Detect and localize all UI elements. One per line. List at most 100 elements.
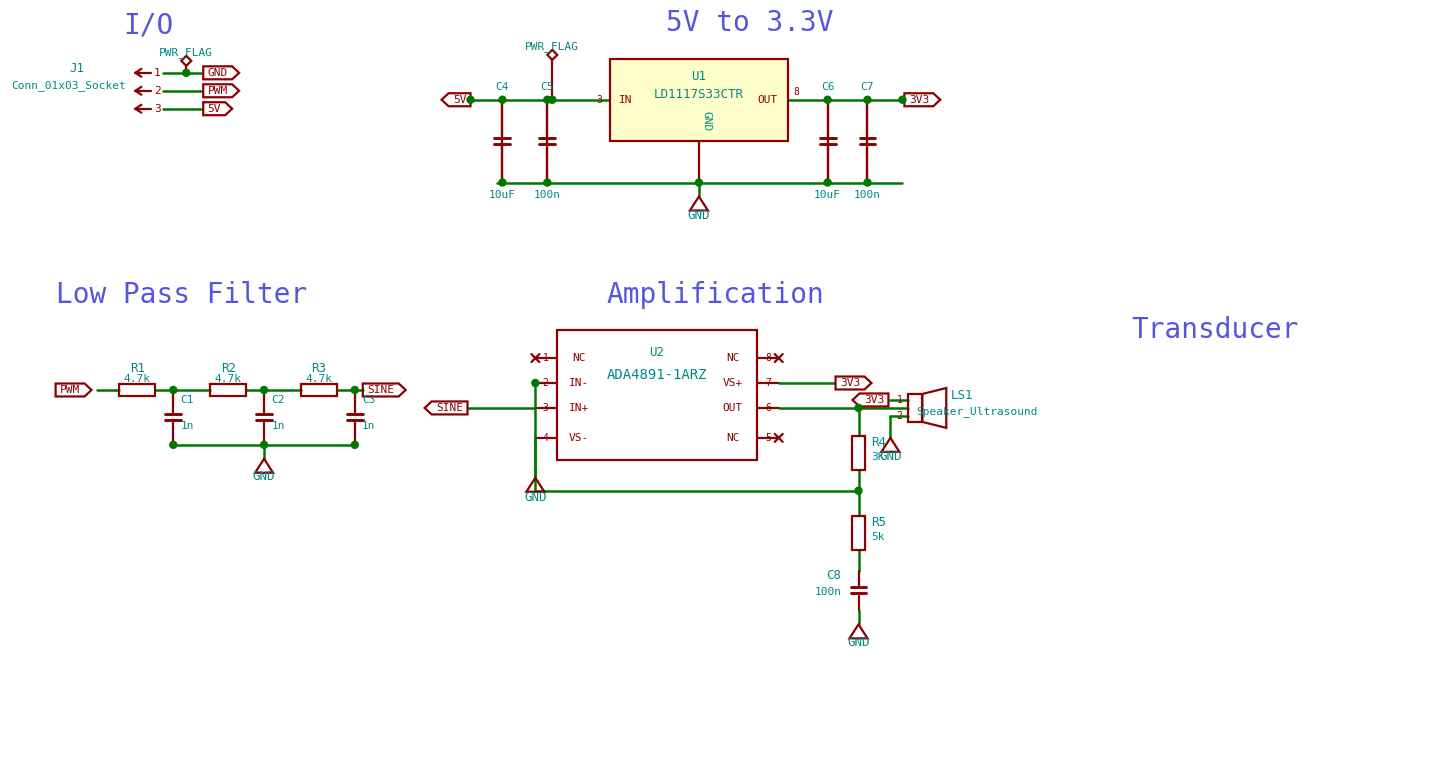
Text: Low Pass Filter: Low Pass Filter bbox=[56, 281, 306, 310]
Text: 3: 3 bbox=[596, 95, 601, 105]
Text: IN+: IN+ bbox=[569, 403, 590, 413]
Text: NC: NC bbox=[726, 433, 739, 443]
Text: PWR_FLAG: PWR_FLAG bbox=[159, 48, 213, 59]
Bar bbox=[211, 383, 246, 397]
Text: 5V: 5V bbox=[453, 95, 467, 105]
Circle shape bbox=[696, 179, 703, 186]
Circle shape bbox=[170, 387, 176, 393]
Text: 3: 3 bbox=[155, 104, 160, 114]
Circle shape bbox=[899, 96, 906, 103]
Text: Speaker_Ultrasound: Speaker_Ultrasound bbox=[916, 407, 1038, 417]
Text: 1n: 1n bbox=[271, 421, 285, 431]
Text: 3V3: 3V3 bbox=[863, 395, 884, 405]
Text: VS+: VS+ bbox=[723, 378, 743, 388]
Text: I/O: I/O bbox=[123, 12, 173, 40]
Bar bbox=[852, 516, 865, 550]
Text: 8: 8 bbox=[793, 87, 799, 97]
Text: 4.7k: 4.7k bbox=[215, 374, 242, 384]
Text: C6: C6 bbox=[821, 82, 835, 92]
Bar bbox=[557, 330, 756, 460]
Text: 1n: 1n bbox=[362, 421, 375, 431]
Circle shape bbox=[351, 387, 358, 393]
Text: OUT: OUT bbox=[723, 403, 743, 413]
Text: 1: 1 bbox=[155, 68, 160, 78]
Text: C4: C4 bbox=[495, 82, 510, 92]
Text: OUT: OUT bbox=[758, 95, 778, 105]
Circle shape bbox=[531, 380, 538, 387]
Text: IN-: IN- bbox=[569, 378, 590, 388]
Text: GND: GND bbox=[524, 491, 547, 504]
Text: 100n: 100n bbox=[853, 190, 881, 200]
Text: R4: R4 bbox=[871, 437, 886, 450]
Circle shape bbox=[855, 487, 862, 494]
Circle shape bbox=[823, 179, 831, 186]
Text: GND: GND bbox=[687, 209, 710, 222]
Text: 2: 2 bbox=[155, 85, 160, 95]
Text: R5: R5 bbox=[871, 516, 886, 529]
Text: GND: GND bbox=[208, 68, 228, 78]
Circle shape bbox=[467, 96, 474, 103]
Circle shape bbox=[548, 96, 556, 103]
Text: 10uF: 10uF bbox=[488, 190, 516, 200]
Circle shape bbox=[170, 441, 176, 448]
Text: 3V3: 3V3 bbox=[841, 378, 861, 388]
Circle shape bbox=[498, 96, 505, 103]
Text: 3: 3 bbox=[543, 403, 548, 413]
Text: 10uF: 10uF bbox=[813, 190, 841, 200]
Text: C5: C5 bbox=[540, 82, 554, 92]
Text: Conn_01x03_Socket: Conn_01x03_Socket bbox=[11, 80, 126, 91]
Text: R1: R1 bbox=[130, 362, 145, 374]
Circle shape bbox=[544, 96, 551, 103]
Bar bbox=[852, 436, 865, 470]
Text: C3: C3 bbox=[362, 395, 375, 405]
Bar bbox=[119, 383, 155, 397]
Text: 100n: 100n bbox=[815, 588, 842, 598]
Circle shape bbox=[544, 179, 551, 186]
Bar bbox=[908, 394, 922, 422]
Text: R3: R3 bbox=[311, 362, 326, 374]
Text: PWM: PWM bbox=[60, 385, 80, 395]
Circle shape bbox=[855, 404, 862, 411]
Circle shape bbox=[823, 96, 831, 103]
Text: IN: IN bbox=[620, 95, 633, 105]
Bar bbox=[301, 383, 337, 397]
Text: 4: 4 bbox=[543, 433, 548, 443]
Text: 1: 1 bbox=[543, 353, 548, 363]
Text: 4.7k: 4.7k bbox=[125, 374, 150, 384]
Text: 3V3: 3V3 bbox=[909, 95, 929, 105]
Circle shape bbox=[261, 441, 268, 448]
Text: LS1: LS1 bbox=[951, 390, 974, 403]
Text: 5k: 5k bbox=[872, 531, 885, 541]
Text: LD1117S33CTR: LD1117S33CTR bbox=[654, 89, 743, 102]
Circle shape bbox=[863, 96, 871, 103]
Bar bbox=[610, 59, 788, 141]
Text: GND: GND bbox=[879, 450, 902, 464]
Text: C2: C2 bbox=[271, 395, 285, 405]
Text: 5V: 5V bbox=[208, 104, 221, 114]
Text: Amplification: Amplification bbox=[606, 281, 823, 310]
Text: Transducer: Transducer bbox=[1131, 316, 1299, 344]
Text: 5V to 3.3V: 5V to 3.3V bbox=[666, 9, 833, 37]
Text: GND: GND bbox=[253, 470, 275, 484]
Circle shape bbox=[863, 179, 871, 186]
Text: SINE: SINE bbox=[437, 403, 463, 413]
Text: VS-: VS- bbox=[569, 433, 590, 443]
Text: C8: C8 bbox=[826, 569, 841, 582]
Text: SINE: SINE bbox=[367, 385, 394, 395]
Text: 7: 7 bbox=[766, 378, 772, 388]
Text: C7: C7 bbox=[861, 82, 874, 92]
Text: 2: 2 bbox=[896, 411, 902, 421]
Text: 1: 1 bbox=[896, 395, 902, 405]
Text: 1n: 1n bbox=[180, 421, 193, 431]
Text: 6: 6 bbox=[766, 403, 772, 413]
Text: PWM: PWM bbox=[208, 85, 228, 95]
Circle shape bbox=[351, 441, 358, 448]
Text: ADA4891-1ARZ: ADA4891-1ARZ bbox=[607, 368, 707, 382]
Text: R2: R2 bbox=[221, 362, 236, 374]
Text: NC: NC bbox=[573, 353, 586, 363]
Text: GND: GND bbox=[702, 111, 712, 131]
Text: U1: U1 bbox=[692, 70, 706, 83]
Text: 8: 8 bbox=[766, 353, 772, 363]
Text: J1: J1 bbox=[69, 62, 84, 75]
Text: PWR_FLAG: PWR_FLAG bbox=[526, 42, 580, 52]
